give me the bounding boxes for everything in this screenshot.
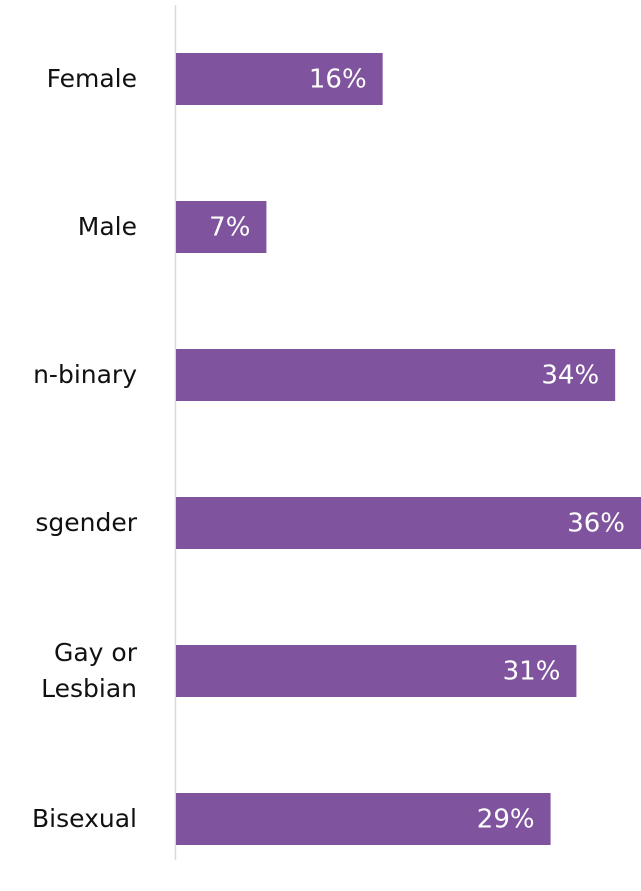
value-label: 31%	[503, 657, 561, 687]
value-label: 16%	[309, 65, 367, 95]
category-label: Gay or Lesbian	[41, 638, 137, 703]
value-label: 34%	[541, 361, 599, 391]
category-label: Male	[77, 212, 137, 241]
category-label: n-binary	[33, 360, 137, 389]
bar	[176, 201, 267, 253]
value-label: 29%	[477, 805, 535, 835]
bar	[176, 53, 383, 105]
category-label: Bisexual	[32, 804, 137, 833]
bar	[176, 349, 616, 401]
value-label: 7%	[209, 213, 250, 243]
category-label: sgender	[35, 508, 137, 537]
bar	[176, 793, 551, 845]
value-label: 36%	[567, 509, 625, 539]
category-label: Female	[46, 64, 137, 93]
bar	[176, 645, 577, 697]
bar	[176, 497, 641, 549]
